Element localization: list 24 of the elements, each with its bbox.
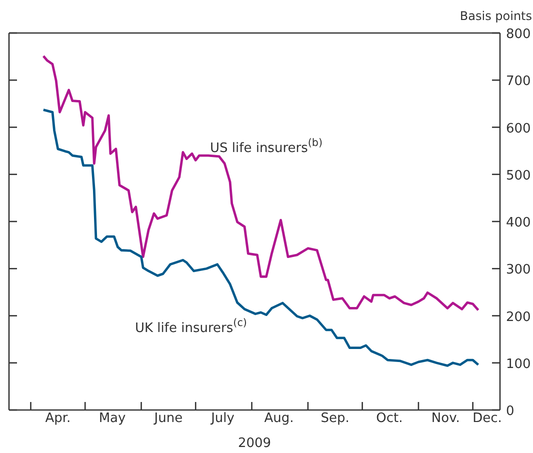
x-tick-label: Oct. (376, 411, 403, 426)
y-tick-label: 0 (506, 404, 514, 419)
x-tick-label: Apr. (45, 411, 71, 426)
x-tick-label: Nov. (431, 411, 460, 426)
line-series (42, 54, 480, 312)
series-label: US life insurers$^{(b)}$ (210, 137, 323, 156)
x-tick-label: June (153, 411, 183, 426)
y-axis-title: Basis points (460, 9, 532, 23)
y-tick-label: 200 (506, 310, 531, 325)
x-tick-label: Aug. (264, 411, 294, 426)
x-tick-label: Dec. (472, 411, 502, 426)
y-tick-label: 300 (506, 262, 531, 278)
x-axis-title: 2009 (238, 436, 272, 451)
series-label: UK life insurers$^{(c)}$ (135, 317, 247, 336)
y-tick-label: 800 (506, 27, 531, 42)
y-tick-label: 600 (506, 121, 531, 136)
x-tick-label: May (98, 411, 126, 426)
y-tick-label: 700 (506, 74, 531, 90)
x-tick-label: Sep. (320, 411, 350, 426)
x-tick-label: July (210, 411, 235, 426)
line-series (42, 108, 480, 367)
y-tick-label: 100 (506, 356, 531, 372)
y-tick-label: 500 (506, 168, 531, 184)
y-tick-label: 400 (506, 216, 531, 230)
